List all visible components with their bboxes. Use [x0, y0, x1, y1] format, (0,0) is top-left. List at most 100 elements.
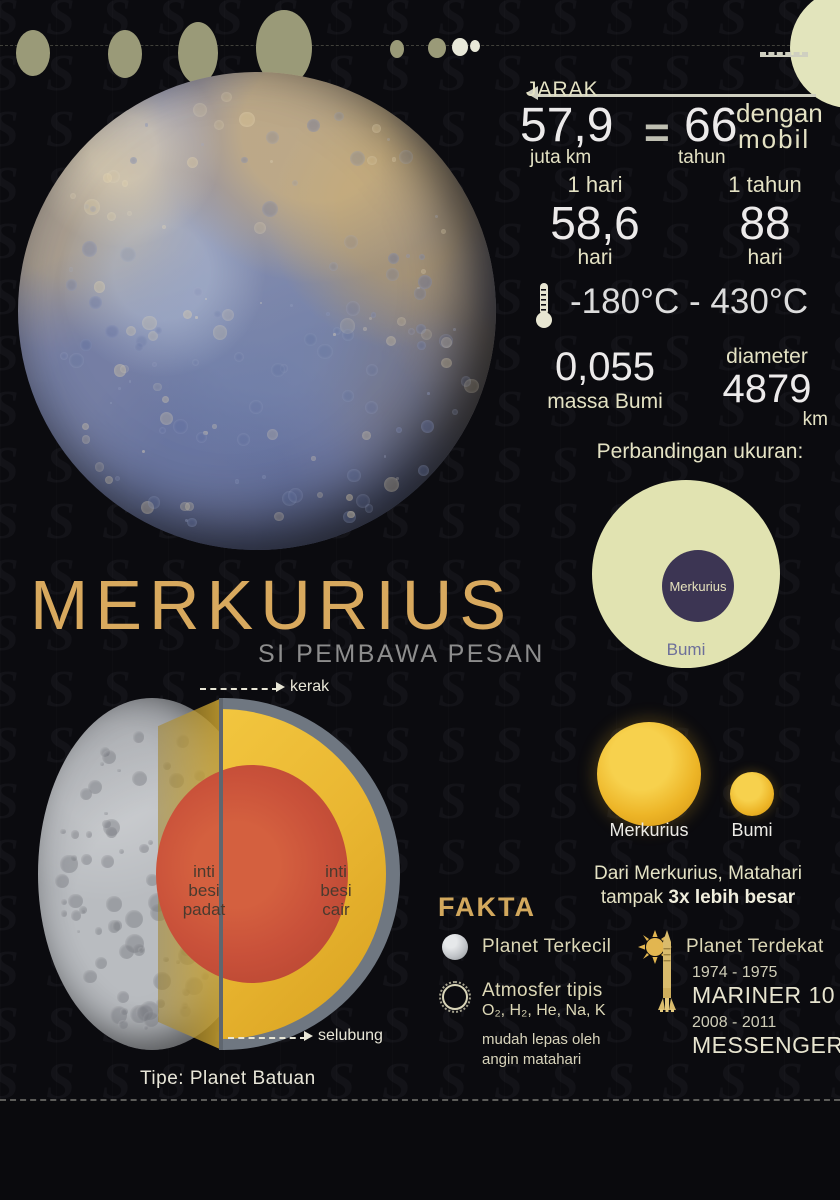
surface-crater [306, 118, 320, 132]
diameter-caption: diameter [726, 345, 808, 368]
surface-crater [419, 254, 426, 261]
surface-crater [80, 339, 92, 351]
watermark-s-glyph: S [0, 214, 19, 270]
surface-crater [70, 193, 77, 200]
surface-crater [109, 1006, 128, 1024]
crust-callout-label: kerak [290, 678, 330, 695]
stat-day-value: 58,6 [550, 197, 640, 249]
surface-crater [408, 328, 416, 336]
surface-crater [369, 316, 373, 320]
watermark-s-glyph: S [830, 550, 840, 606]
surface-crater [221, 91, 232, 103]
surface-crater [161, 396, 170, 404]
surface-crater [347, 468, 361, 483]
temperature-range-text: -180°C - 430°C [570, 282, 809, 321]
surface-crater [212, 325, 228, 340]
sun-from-earth-label: Bumi [731, 820, 773, 840]
surface-crater [105, 324, 119, 339]
surface-crater [270, 159, 274, 163]
surface-crater [345, 301, 360, 316]
surface-crater [441, 228, 446, 234]
surface-crater [339, 318, 356, 334]
watermark-s-glyph: S [46, 102, 75, 158]
sun-from-earth-disc [730, 772, 774, 816]
surface-crater [125, 909, 144, 928]
surface-crater [101, 749, 117, 765]
surface-crater [106, 170, 120, 184]
fact-closest-planet-label: Planet Terdekat [686, 936, 824, 957]
surface-crater [399, 149, 414, 164]
watermark-s-glyph: S [0, 550, 19, 606]
surface-crater [71, 855, 78, 862]
watermark-s-glyph: S [550, 774, 579, 830]
fact-thin-atmosphere: Atmosfer tipis O₂, H₂, He, Na, K mudah l… [439, 980, 606, 1071]
surface-crater [105, 751, 109, 756]
surface-crater [105, 896, 122, 912]
surface-crater [114, 475, 120, 482]
surface-crater [105, 826, 117, 838]
surface-crater [239, 111, 255, 128]
surface-crater [195, 431, 207, 443]
surface-crater [370, 312, 377, 318]
sun-note-line-1: Dari Merkurius, Matahari [594, 863, 802, 884]
surface-crater [84, 199, 100, 215]
orbit-planet-7 [452, 38, 468, 56]
distance-brace [760, 52, 808, 57]
surface-crater [392, 157, 397, 162]
surface-crater [146, 874, 158, 886]
facts-title: FAKTA [438, 892, 536, 922]
fact-smallest-planet-label: Planet Terkecil [482, 936, 612, 957]
surface-crater [234, 351, 245, 363]
surface-crater [119, 1007, 128, 1016]
surface-crater [271, 363, 286, 377]
atmosphere-note-line-1: mudah lepas oleh [482, 1031, 601, 1048]
surface-crater [94, 956, 108, 970]
surface-crater [88, 295, 102, 309]
sun-comparison-note: Dari Merkurius, Matahari tampak 3x lebih… [556, 862, 840, 910]
orbit-planet-6 [428, 38, 446, 58]
surface-crater [184, 502, 194, 511]
surface-crater [118, 387, 121, 390]
surface-crater [153, 382, 162, 392]
watermark-s-glyph: S [494, 270, 523, 326]
surface-crater [134, 342, 145, 353]
surface-crater [68, 893, 83, 908]
surface-crater [261, 474, 267, 480]
surface-crater [143, 1010, 160, 1027]
surface-crater [421, 419, 435, 433]
orbit-planet-3 [178, 22, 218, 84]
surface-crater [365, 363, 378, 376]
surface-crater [99, 762, 104, 767]
watermark-s-glyph: S [0, 942, 19, 998]
footer: LANGITSELATAN ASTRO ID langitselatan inf… [0, 1101, 840, 1200]
surface-crater [173, 419, 189, 435]
surface-crater [60, 898, 68, 906]
surface-crater [254, 222, 266, 235]
surface-crater [88, 780, 103, 795]
equals-sign: = [644, 108, 670, 157]
mass-unit: massa Bumi [547, 390, 663, 413]
mission-messenger: 2008 - 2011 MESSENGER [692, 1014, 840, 1059]
surface-crater [453, 328, 456, 331]
surface-crater [388, 253, 399, 265]
surface-crater [441, 357, 452, 368]
watermark-s-glyph: S [0, 102, 19, 158]
surface-crater [365, 400, 379, 414]
watermark-s-glyph: S [830, 662, 840, 718]
watermark-s-glyph: S [830, 718, 840, 774]
surface-crater [396, 476, 399, 480]
watermark-s-glyph: S [550, 550, 579, 606]
core-liquid-line-3: cair [322, 900, 350, 920]
page-title: MERKURIUS [30, 566, 514, 644]
surface-crater [349, 150, 365, 166]
crust-callout-line [200, 688, 278, 690]
surface-crater [136, 1004, 154, 1021]
surface-crater [94, 927, 103, 935]
core-solid-label: inti besi padat [164, 862, 244, 919]
surface-crater [187, 157, 199, 169]
surface-crater [81, 435, 91, 444]
surface-crater [106, 211, 117, 222]
surface-crater [120, 364, 129, 374]
watermark-s-glyph: S [494, 438, 523, 494]
watermark-s-glyph: S [494, 830, 523, 886]
